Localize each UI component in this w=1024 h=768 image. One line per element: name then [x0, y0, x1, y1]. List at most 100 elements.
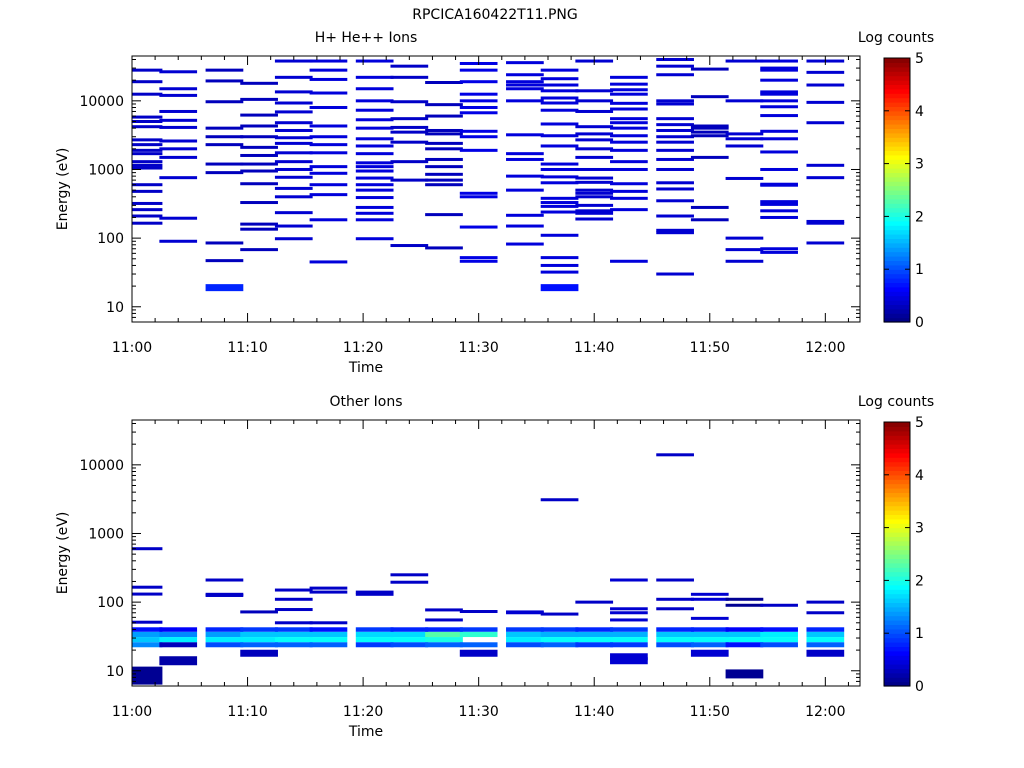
spectrogram-cell — [425, 141, 463, 145]
spectrogram-cell — [390, 130, 429, 134]
spectrogram-cell — [355, 188, 394, 192]
spectrogram-cell — [355, 144, 394, 148]
spectrogram-cell — [690, 155, 729, 159]
x-tick-label: 11:20 — [343, 704, 383, 720]
spectrogram-cell — [274, 237, 313, 241]
colorbar-segment — [884, 659, 910, 665]
spectrogram-cell — [132, 631, 163, 638]
spectrogram-cell — [274, 195, 313, 199]
x-tick-label: 11:00 — [112, 704, 152, 720]
spectrogram-cell — [760, 642, 798, 648]
colorbar-segment — [884, 163, 910, 169]
spectrogram-cell — [656, 123, 694, 127]
spectrogram-cell — [240, 169, 278, 173]
spectrogram-cell — [355, 642, 394, 648]
spectrogram-cell — [656, 58, 694, 62]
spectrogram-cell — [690, 124, 729, 128]
spectrogram-cell — [159, 93, 198, 97]
spectrogram-cell — [610, 121, 648, 125]
spectrogram-cell — [506, 213, 544, 217]
spectrogram-cell — [459, 610, 498, 614]
panel-h-he-ions: H+ He++ Ions Time Energy (eV) 11:00 11:10 11:… — [55, 30, 934, 376]
spectrogram-cell — [355, 161, 394, 165]
spectrogram-cell — [725, 597, 764, 601]
spectrogram-cell — [540, 122, 579, 126]
spectrogram-cell — [240, 248, 278, 252]
spectrogram-cell — [610, 82, 648, 86]
spectrogram-cell — [540, 201, 579, 205]
spectrogram-cell — [540, 134, 579, 138]
spectrogram-cell — [760, 68, 798, 72]
colorbar-segment — [884, 664, 910, 669]
spectrogram-cell — [540, 642, 579, 648]
spectrogram-cell — [690, 616, 729, 620]
colorbar-segment — [884, 295, 910, 301]
spectrogram-cell — [610, 259, 648, 263]
colorbar-segment — [884, 93, 910, 99]
colorbar-segment — [884, 430, 910, 436]
spectrogram-cell — [656, 157, 694, 161]
spectrogram-cell — [540, 204, 579, 208]
spectrogram-cell — [132, 547, 163, 551]
spectrogram-cell — [610, 126, 648, 130]
spectrogram-cell — [760, 637, 798, 643]
spectrogram-cell — [506, 627, 544, 632]
spectrogram-cell — [806, 121, 845, 125]
spectrogram-cell — [240, 182, 278, 186]
spectrogram-cell — [425, 178, 463, 182]
spectrogram-cell — [132, 166, 163, 170]
spectrogram-cell — [760, 78, 798, 82]
colorbar-segment — [884, 190, 910, 195]
spectrogram-cell — [132, 183, 163, 187]
spectrogram-cell — [760, 59, 798, 63]
spectrogram-cell — [540, 498, 579, 502]
spectrogram-cell — [425, 637, 463, 643]
spectrogram-cell — [575, 211, 614, 215]
x-tick-label: 11:10 — [227, 340, 267, 356]
spectrogram-cell — [656, 231, 694, 235]
spectrogram-cell — [309, 171, 348, 175]
spectrogram-cell — [459, 195, 498, 199]
spectrogram-cell — [540, 210, 579, 214]
spectrogram-cell — [309, 165, 348, 169]
colorbar-segment — [884, 444, 910, 449]
spectrogram-cell — [355, 218, 394, 222]
spectrogram-cell — [806, 611, 845, 615]
spectrogram-cell — [240, 113, 278, 117]
spectrogram-cell — [390, 75, 429, 79]
colorbar-segment — [884, 554, 910, 559]
spectrogram-cell — [159, 216, 198, 220]
colorbar-frame — [883, 421, 911, 687]
colorbar-segment — [884, 247, 910, 253]
colorbar-segment — [884, 549, 910, 555]
x-tick-label: 11:30 — [458, 704, 498, 720]
spectrogram-cell — [610, 642, 648, 648]
colorbar-tick-label: 0 — [915, 679, 924, 695]
spectrogram-cell — [575, 132, 614, 136]
spectrogram-cell — [132, 80, 163, 84]
spectrogram-cell — [760, 627, 798, 632]
spectrogram-cell — [309, 631, 348, 638]
x-tick-label: 11:50 — [690, 704, 730, 720]
spectrogram-cell — [806, 221, 845, 225]
spectrogram-cell — [656, 99, 694, 103]
spectrogram-cell — [274, 211, 313, 215]
panel-other-ions: Other Ions Time Energy (eV) 11:00 11:10 11:20… — [55, 394, 934, 740]
colorbar-segment — [884, 317, 910, 323]
colorbar-segment — [884, 470, 910, 476]
spectrogram-cell — [575, 195, 614, 199]
spectrogram-cell — [540, 108, 579, 112]
spectrogram-cell — [205, 578, 244, 582]
colorbar-segment — [884, 159, 910, 165]
spectrogram-cell — [459, 256, 498, 260]
spectrogram-cell — [390, 580, 429, 584]
spectrogram-cell — [610, 107, 648, 111]
colorbar-segment — [884, 637, 910, 643]
y-axis-label: Energy (eV) — [55, 148, 71, 231]
x-tick-label: 12:00 — [805, 340, 845, 356]
spectrogram-cell — [274, 608, 313, 612]
spectrogram-cell — [610, 140, 648, 144]
spectrogram-cell — [425, 165, 463, 169]
colorbar-segment — [884, 251, 910, 257]
spectrogram-cell — [132, 125, 163, 129]
